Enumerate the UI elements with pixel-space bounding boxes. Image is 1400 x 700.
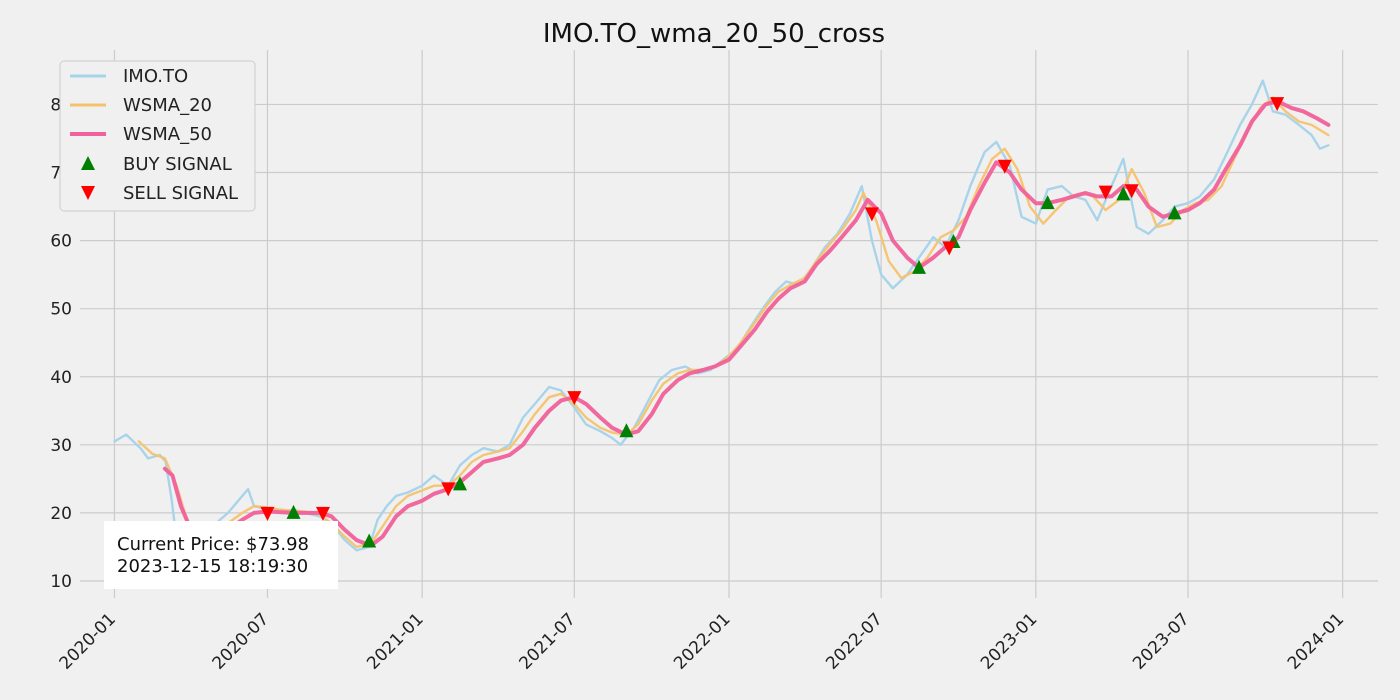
sell-signal-marker [441,482,456,497]
sell-signal-marker [997,159,1012,174]
legend-box [59,60,256,212]
price-annotation: Current Price: $73.98 2023-12-15 18:19:3… [104,521,338,589]
sell-signal-marker [567,391,582,406]
legend-marker-buy [81,156,95,170]
sell-signal-marker [864,207,879,222]
chart-title: IMO.TO_wma_20_50_cross [543,19,885,49]
legend-marker-sell [81,186,95,200]
signal-markers [260,97,1285,548]
y-tick-label: 20 [50,504,72,524]
buy-signal-marker [911,259,926,274]
legend-label-imo: IMO.TO [123,66,188,87]
y-tick-label: 60 [50,232,72,252]
y-tick-label: 10 [50,572,72,592]
buy-signal-marker [452,476,467,491]
buy-signal-marker [286,504,301,519]
legend-label-sell: SELL SIGNAL [123,183,238,204]
y-tick-label: 30 [50,436,72,456]
sell-signal-marker [260,506,275,521]
legend: IMO.TO WSMA_20 WSMA_50 BUY SIGNAL SELL S… [59,60,256,212]
buy-signal-marker [1040,195,1055,210]
timestamp-text: 2023-12-15 18:19:30 [117,556,308,577]
current-price-text: Current Price: $73.98 [117,534,309,555]
buy-signal-marker [362,533,377,548]
buy-signal-marker [1116,186,1131,201]
sell-signal-marker [1098,185,1113,200]
buy-signal-marker [619,423,634,438]
y-tick-label: 50 [50,300,72,320]
legend-label-wsma50: WSMA_50 [123,124,212,145]
buy-signal-marker [1167,205,1182,220]
y-tick-label: 40 [50,368,72,388]
sell-signal-marker [942,241,957,256]
sell-signal-marker [1124,184,1139,199]
legend-label-buy: BUY SIGNAL [123,154,232,175]
sell-signal-marker [315,506,330,521]
sell-signal-marker [1270,97,1285,112]
annotation-box [104,521,338,589]
legend-label-wsma20: WSMA_20 [123,95,212,116]
